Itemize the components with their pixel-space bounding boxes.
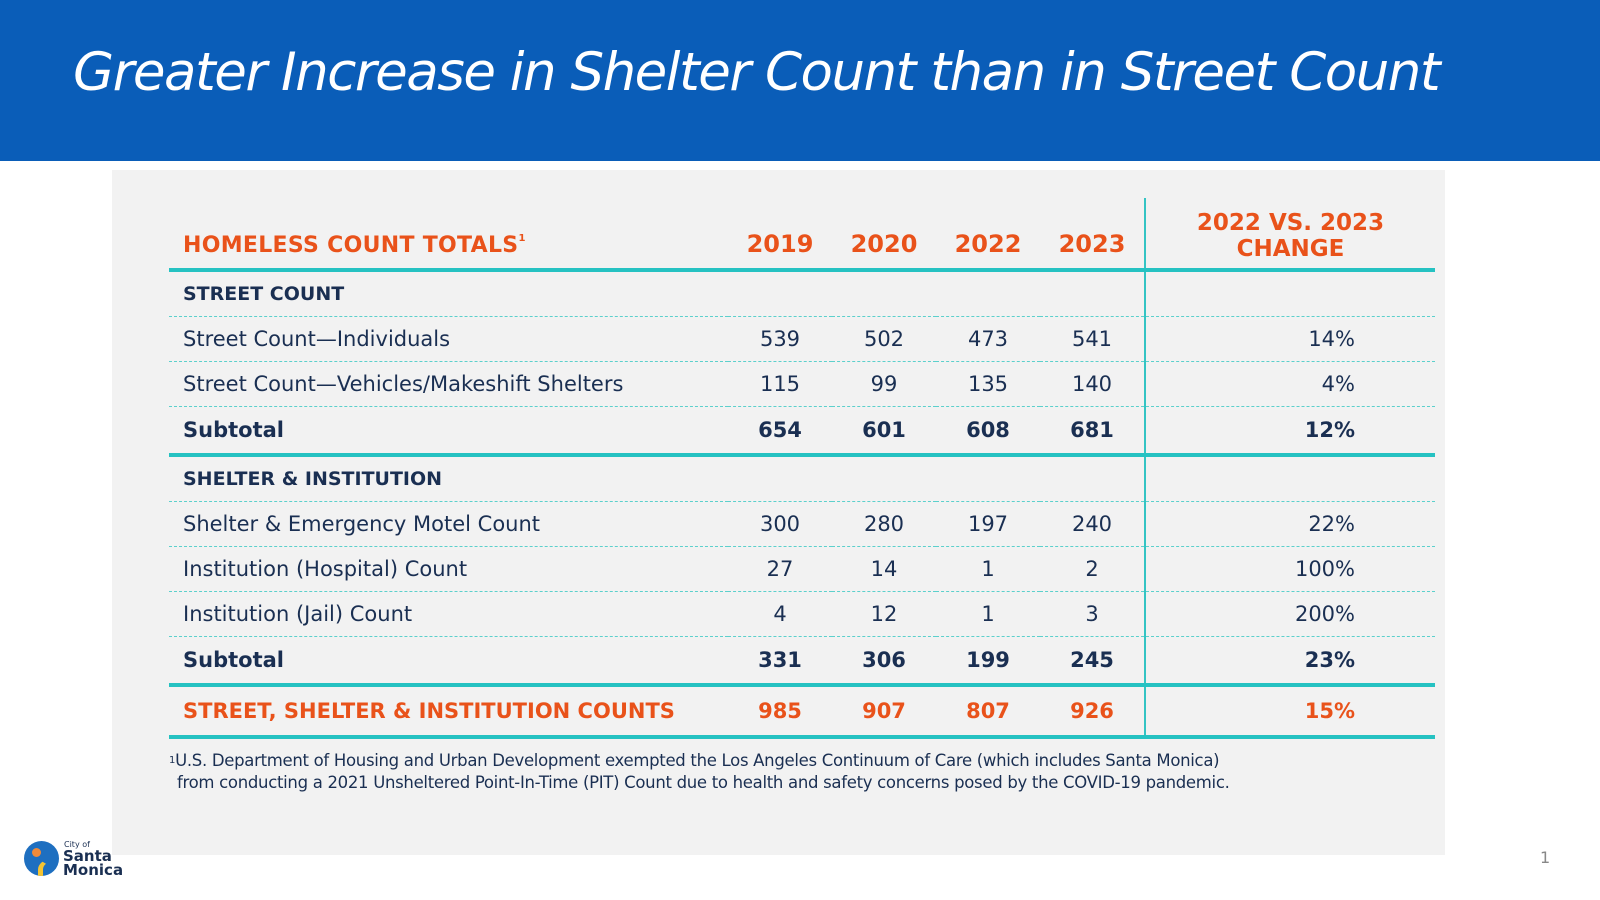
cell-value: 608 bbox=[936, 406, 1040, 457]
cell-value: 3 bbox=[1040, 591, 1145, 637]
title-banner: Greater Increase in Shelter Count than i… bbox=[0, 0, 1600, 161]
cell-value: 245 bbox=[1040, 636, 1145, 687]
city-logo: City of Santa Monica bbox=[24, 840, 144, 880]
empty-cell bbox=[832, 270, 936, 317]
row-label: Subtotal bbox=[169, 406, 728, 457]
cell-value: 27 bbox=[728, 546, 832, 592]
header-year: 2022 bbox=[936, 198, 1040, 272]
cell-value: 197 bbox=[936, 501, 1040, 547]
header-year: 2023 bbox=[1040, 198, 1145, 272]
empty-cell bbox=[728, 270, 832, 317]
cell-value: 199 bbox=[936, 636, 1040, 687]
sun-shape bbox=[32, 848, 41, 857]
subtotal-row-shelter: Subtotal 331 306 199 245 23% bbox=[169, 636, 1435, 687]
cell-change: 22% bbox=[1144, 501, 1435, 547]
empty-cell bbox=[1144, 270, 1435, 317]
cell-value: 807 bbox=[936, 685, 1040, 739]
footnote-mark: 1 bbox=[169, 755, 176, 766]
cell-value: 502 bbox=[832, 316, 936, 362]
cell-change: 200% bbox=[1144, 591, 1435, 637]
cell-value: 601 bbox=[832, 406, 936, 457]
header-label: HOMELESS COUNT TOTALS1 bbox=[169, 198, 728, 272]
empty-cell bbox=[728, 455, 832, 502]
city-seal-icon bbox=[24, 841, 59, 876]
empty-cell bbox=[1144, 455, 1435, 502]
table-row: Institution (Jail) Count 4 12 1 3 200% bbox=[169, 591, 1435, 637]
header-year: 2019 bbox=[728, 198, 832, 272]
cell-value: 681 bbox=[1040, 406, 1145, 457]
cell-value: 300 bbox=[728, 501, 832, 547]
cell-change: 15% bbox=[1144, 685, 1435, 739]
section-label: SHELTER & INSTITUTION bbox=[169, 455, 728, 502]
row-label: Street Count—Individuals bbox=[169, 316, 728, 362]
cell-value: 1 bbox=[936, 591, 1040, 637]
empty-cell bbox=[832, 455, 936, 502]
cell-value: 135 bbox=[936, 361, 1040, 407]
page-number: 1 bbox=[1540, 848, 1551, 867]
footnote-text-1: U.S. Department of Housing and Urban Dev… bbox=[175, 751, 1220, 770]
section-label: STREET COUNT bbox=[169, 270, 728, 317]
cell-change: 12% bbox=[1144, 406, 1435, 457]
header-year: 2020 bbox=[832, 198, 936, 272]
cell-value: 541 bbox=[1040, 316, 1145, 362]
table-row: Shelter & Emergency Motel Count 300 280 … bbox=[169, 501, 1435, 547]
section-row-street: STREET COUNT bbox=[169, 270, 1435, 317]
cell-value: 926 bbox=[1040, 685, 1145, 739]
cell-value: 2 bbox=[1040, 546, 1145, 592]
cell-value: 4 bbox=[728, 591, 832, 637]
logo-name: Santa Monica bbox=[63, 847, 124, 879]
footnote-line-2: from conducting a 2021 Unsheltered Point… bbox=[177, 773, 1230, 792]
footnote: 1U.S. Department of Housing and Urban De… bbox=[169, 750, 1389, 794]
cell-value: 140 bbox=[1040, 361, 1145, 407]
cell-value: 331 bbox=[728, 636, 832, 687]
row-label: Institution (Hospital) Count bbox=[169, 546, 728, 592]
cell-value: 14 bbox=[832, 546, 936, 592]
cell-value: 654 bbox=[728, 406, 832, 457]
footnote-ref: 1 bbox=[518, 233, 526, 244]
header-row: HOMELESS COUNT TOTALS1 2019 2020 2022 20… bbox=[169, 198, 1435, 272]
logo-name-line2: Monica bbox=[63, 861, 124, 879]
cell-value: 907 bbox=[832, 685, 936, 739]
section-row-shelter: SHELTER & INSTITUTION bbox=[169, 455, 1435, 502]
cell-value: 473 bbox=[936, 316, 1040, 362]
cell-value: 985 bbox=[728, 685, 832, 739]
homeless-count-table: HOMELESS COUNT TOTALS1 2019 2020 2022 20… bbox=[169, 198, 1435, 739]
table-panel: HOMELESS COUNT TOTALS1 2019 2020 2022 20… bbox=[112, 170, 1445, 855]
header-change-line1: 2022 VS. 2023 bbox=[1196, 210, 1385, 236]
empty-cell bbox=[936, 270, 1040, 317]
cell-change: 23% bbox=[1144, 636, 1435, 687]
cell-value: 99 bbox=[832, 361, 936, 407]
cell-change: 14% bbox=[1144, 316, 1435, 362]
wave-shape bbox=[38, 859, 59, 876]
empty-cell bbox=[936, 455, 1040, 502]
table-row: Institution (Hospital) Count 27 14 1 2 1… bbox=[169, 546, 1435, 592]
cell-change: 100% bbox=[1144, 546, 1435, 592]
cell-value: 240 bbox=[1040, 501, 1145, 547]
table-row: Street Count—Individuals 539 502 473 541… bbox=[169, 316, 1435, 362]
cell-value: 1 bbox=[936, 546, 1040, 592]
row-label: Street Count—Vehicles/Makeshift Shelters bbox=[169, 361, 728, 407]
header-change-line2: CHANGE bbox=[1236, 236, 1345, 262]
cell-value: 539 bbox=[728, 316, 832, 362]
subtotal-row-street: Subtotal 654 601 608 681 12% bbox=[169, 406, 1435, 457]
cell-value: 306 bbox=[832, 636, 936, 687]
footnote-line-1: 1U.S. Department of Housing and Urban De… bbox=[169, 750, 1389, 772]
header-change: 2022 VS. 2023 CHANGE bbox=[1144, 198, 1435, 272]
row-label: STREET, SHELTER & INSTITUTION COUNTS bbox=[169, 685, 728, 739]
row-label: Subtotal bbox=[169, 636, 728, 687]
slide-title: Greater Increase in Shelter Count than i… bbox=[73, 42, 1441, 103]
logo-small-text: City of bbox=[64, 840, 90, 849]
table-row: Street Count—Vehicles/Makeshift Shelters… bbox=[169, 361, 1435, 407]
row-label: Institution (Jail) Count bbox=[169, 591, 728, 637]
row-label: Shelter & Emergency Motel Count bbox=[169, 501, 728, 547]
header-label-text: HOMELESS COUNT TOTALS bbox=[183, 233, 519, 258]
cell-change: 4% bbox=[1144, 361, 1435, 407]
empty-cell bbox=[1040, 270, 1145, 317]
cell-value: 280 bbox=[832, 501, 936, 547]
cell-value: 115 bbox=[728, 361, 832, 407]
grand-total-row: STREET, SHELTER & INSTITUTION COUNTS 985… bbox=[169, 685, 1435, 739]
cell-value: 12 bbox=[832, 591, 936, 637]
logo-name-line1: Santa bbox=[63, 847, 112, 865]
empty-cell bbox=[1040, 455, 1145, 502]
